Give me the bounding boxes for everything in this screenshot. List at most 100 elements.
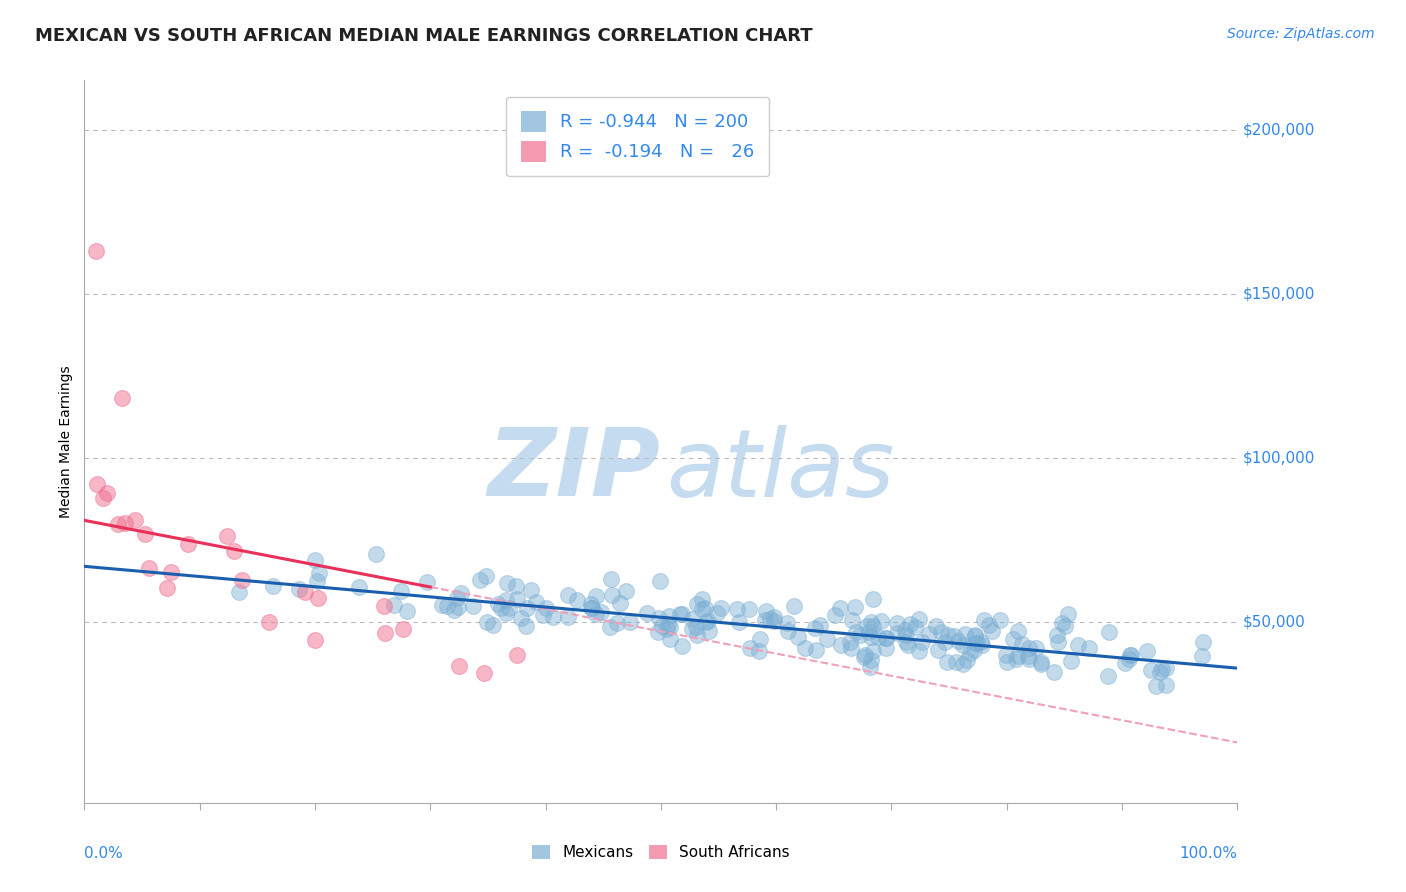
Point bbox=[786, 630, 808, 644]
Point bbox=[415, 574, 437, 589]
Point bbox=[506, 648, 529, 662]
Point bbox=[841, 613, 863, 627]
Point bbox=[1050, 615, 1073, 630]
Point bbox=[1007, 624, 1029, 639]
Point bbox=[138, 560, 160, 574]
Point bbox=[862, 619, 884, 633]
Point bbox=[585, 589, 607, 603]
Point bbox=[111, 391, 134, 405]
Point bbox=[581, 600, 603, 615]
Point bbox=[860, 615, 883, 630]
Point bbox=[685, 620, 707, 634]
Point bbox=[1119, 648, 1142, 663]
Point bbox=[1067, 638, 1090, 652]
Point bbox=[671, 640, 693, 654]
Point bbox=[294, 584, 316, 599]
Point bbox=[650, 574, 672, 588]
Point bbox=[862, 591, 884, 606]
Point bbox=[1114, 656, 1136, 670]
Point bbox=[995, 655, 1018, 669]
Point bbox=[520, 583, 543, 598]
Point bbox=[659, 632, 682, 646]
Point bbox=[1017, 649, 1039, 664]
Point bbox=[936, 656, 959, 670]
Point bbox=[257, 615, 280, 630]
Point bbox=[585, 607, 607, 622]
Point bbox=[609, 596, 631, 610]
Point bbox=[474, 665, 496, 680]
Point bbox=[91, 491, 114, 506]
Point bbox=[948, 633, 970, 648]
Point bbox=[783, 599, 806, 613]
Point bbox=[695, 615, 717, 629]
Point bbox=[697, 614, 720, 628]
Point bbox=[447, 599, 470, 614]
Point bbox=[963, 627, 986, 641]
Point bbox=[176, 537, 198, 551]
Point bbox=[657, 617, 679, 632]
Point bbox=[815, 632, 838, 646]
Point bbox=[952, 657, 974, 671]
Point bbox=[727, 615, 749, 629]
Point bbox=[886, 626, 908, 640]
Point bbox=[536, 600, 558, 615]
Point bbox=[709, 601, 731, 615]
Point bbox=[824, 608, 846, 623]
Point bbox=[860, 653, 883, 667]
Point bbox=[1029, 655, 1052, 669]
Text: $200,000: $200,000 bbox=[1243, 122, 1316, 137]
Point bbox=[470, 574, 492, 588]
Point bbox=[671, 607, 693, 621]
Point bbox=[927, 643, 949, 657]
Point bbox=[134, 527, 156, 541]
Point bbox=[600, 588, 623, 602]
Point bbox=[690, 601, 713, 615]
Point bbox=[875, 631, 897, 645]
Point bbox=[1025, 640, 1047, 655]
Point bbox=[911, 634, 934, 648]
Point bbox=[373, 599, 395, 614]
Point bbox=[970, 638, 993, 652]
Point bbox=[505, 579, 527, 593]
Point bbox=[748, 632, 770, 646]
Point bbox=[591, 605, 613, 619]
Point bbox=[862, 644, 884, 658]
Point bbox=[1001, 632, 1024, 647]
Point bbox=[1011, 637, 1033, 651]
Point bbox=[953, 627, 976, 641]
Point bbox=[1118, 652, 1140, 666]
Point bbox=[228, 584, 250, 599]
Point bbox=[690, 592, 713, 607]
Point bbox=[808, 618, 831, 632]
Point bbox=[839, 635, 862, 649]
Point bbox=[436, 599, 458, 614]
Point bbox=[614, 583, 637, 598]
Point bbox=[307, 574, 329, 588]
Point bbox=[86, 477, 108, 491]
Point bbox=[686, 628, 709, 642]
Point bbox=[898, 616, 921, 631]
Point bbox=[1029, 657, 1052, 672]
Point bbox=[894, 635, 917, 649]
Point bbox=[474, 569, 496, 583]
Point bbox=[231, 574, 253, 588]
Point bbox=[908, 644, 931, 658]
Point bbox=[849, 628, 872, 642]
Point bbox=[599, 620, 621, 634]
Point bbox=[804, 643, 827, 657]
Point bbox=[758, 611, 780, 625]
Point bbox=[509, 611, 531, 625]
Point bbox=[776, 615, 799, 630]
Point bbox=[1018, 652, 1040, 666]
Text: $100,000: $100,000 bbox=[1243, 450, 1316, 466]
Point bbox=[956, 653, 979, 667]
Point bbox=[655, 622, 678, 636]
Point bbox=[1156, 661, 1178, 675]
Point bbox=[908, 612, 931, 626]
Point bbox=[875, 640, 897, 655]
Point bbox=[1046, 635, 1069, 649]
Point bbox=[866, 630, 889, 644]
Point bbox=[869, 614, 891, 628]
Point bbox=[432, 598, 454, 612]
Point bbox=[114, 516, 136, 531]
